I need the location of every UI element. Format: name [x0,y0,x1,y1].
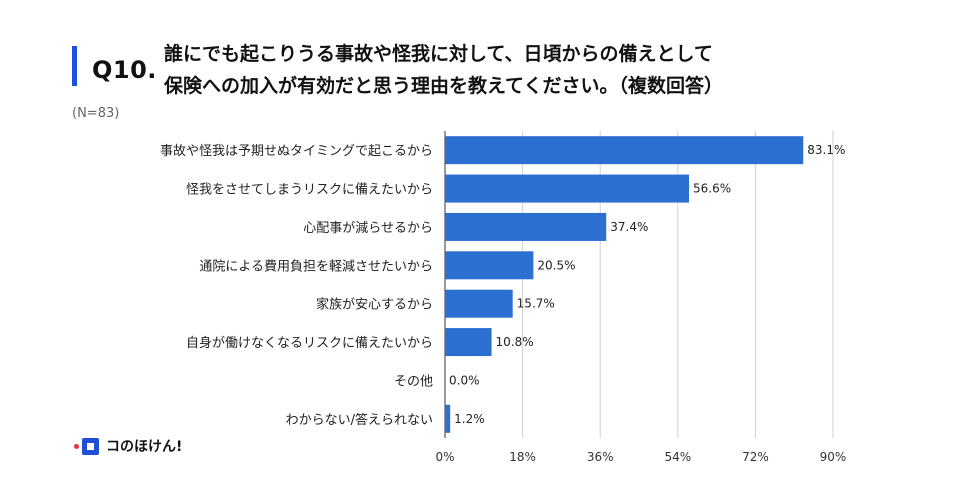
x-tick-label: 54% [664,450,691,464]
bar [445,212,607,241]
data-label: 83.1% [807,143,845,157]
sample-size: (N=83) [72,106,120,121]
bar [445,174,690,203]
category-label: 心配事が減らせるから [303,220,433,236]
question-text: 誰にでも起こりうる事故や怪我に対して、日頃からの備えとして 保険への加入が有効だ… [164,43,723,97]
x-tick-label: 72% [742,450,769,464]
x-tick-label: 90% [820,450,847,464]
bar [445,136,804,165]
data-label: 37.4% [610,220,648,234]
category-label: 家族が安心するから [316,297,433,313]
brand-logo-icon [74,436,100,456]
category-label: その他 [394,374,433,389]
data-label: 0.0% [449,373,480,387]
category-label: 通院による費用負担を軽減させたいから [199,258,433,274]
bar [445,251,534,280]
bar [445,328,492,357]
data-label: 56.6% [693,182,731,196]
category-label: わからない/答えられない [286,412,433,428]
bar [445,404,451,433]
accent-bar [72,46,77,86]
category-label: 事故や怪我は予期せぬタイミングで起こるから [160,144,433,159]
data-label: 20.5% [537,258,575,272]
x-tick-label: 0% [435,450,454,464]
data-label: 10.8% [496,335,534,349]
bar [445,289,513,318]
x-tick-label: 18% [509,450,536,464]
data-label: 1.2% [454,412,485,426]
question-number: Q10. [92,56,157,84]
category-label: 怪我をさせてしまうリスクに備えたいから [186,182,433,198]
category-label: 自身が働けなくなるリスクに備えたいから [186,335,433,351]
brand-name: コのほけん! [106,439,183,455]
data-label: 15.7% [517,297,555,311]
brand-logo: コのほけん! [74,436,182,456]
x-tick-label: 36% [587,450,614,464]
